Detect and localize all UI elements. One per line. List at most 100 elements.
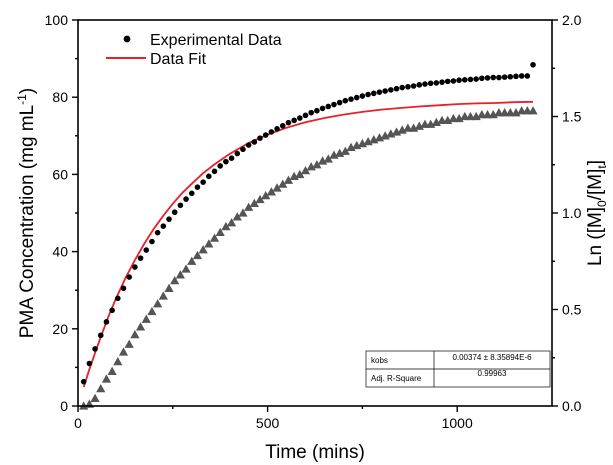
triangle-point <box>158 291 168 300</box>
experimental-point <box>154 229 161 236</box>
y-left-tick-label: 80 <box>52 89 68 105</box>
experimental-point <box>183 196 189 202</box>
experimental-point <box>319 105 326 112</box>
experimental-point <box>422 81 428 87</box>
fit-table-rsquare-label: Adj. R-Square <box>371 374 422 383</box>
experimental-point <box>257 135 263 141</box>
experimental-point <box>427 80 434 87</box>
experimental-point <box>490 74 497 81</box>
triangle-point <box>175 270 185 279</box>
experimental-point <box>120 285 127 292</box>
fit-table-rsquare-value: 0.99963 <box>478 369 507 378</box>
experimental-point <box>439 79 445 85</box>
experimental-point <box>410 83 417 89</box>
experimental-point <box>433 80 440 86</box>
experimental-point <box>211 168 218 175</box>
experimental-point <box>285 119 292 126</box>
x-axis-ticks: 0 500 1000 <box>74 406 473 431</box>
triangle-point <box>130 329 140 339</box>
experimental-point <box>126 274 132 280</box>
triangle-point <box>107 366 117 375</box>
y-left-tick-label: 60 <box>52 166 68 182</box>
triangle-point <box>153 299 163 308</box>
x-tick-label: 1000 <box>442 415 473 431</box>
experimental-point <box>262 132 269 138</box>
experimental-point <box>501 74 508 80</box>
triangle-point <box>215 227 225 236</box>
y-left-tick-label: 100 <box>45 12 69 28</box>
legend-label-fit: Data Fit <box>150 51 207 68</box>
experimental-point <box>507 73 514 80</box>
experimental-point <box>251 139 258 145</box>
experimental-point <box>160 223 167 229</box>
triangle-point <box>255 194 265 204</box>
triangle-point <box>283 175 294 184</box>
y-right-tick-label: 2.0 <box>562 12 582 28</box>
triangle-point <box>221 221 231 231</box>
experimental-point <box>450 78 457 84</box>
triangle-point <box>198 245 208 254</box>
experimental-point <box>456 77 462 84</box>
y-left-axis-title-main: PMA Concentration (mg mL <box>17 105 38 338</box>
x-tick-label: 0 <box>74 415 82 431</box>
experimental-point <box>194 184 201 190</box>
experimental-point <box>240 146 246 153</box>
experimental-point <box>336 99 343 106</box>
experimental-point <box>86 360 93 367</box>
experimental-point <box>177 202 184 209</box>
experimental-point <box>388 87 394 93</box>
experimental-point <box>325 103 332 110</box>
legend-label-experimental: Experimental Data <box>150 32 282 49</box>
experimental-point <box>97 332 104 339</box>
y-right-axis-title-a: Ln ([M] <box>585 207 606 266</box>
x-tick-label: 500 <box>256 415 280 431</box>
y-left-axis-title-close: ) <box>17 88 38 94</box>
y-left-tick-label: 0 <box>60 398 68 414</box>
y-left-tick-label: 20 <box>52 321 68 337</box>
experimental-point <box>137 255 144 261</box>
triangle-point <box>192 250 203 260</box>
experimental-point <box>297 115 303 121</box>
experimental-point <box>109 307 115 314</box>
experimental-point <box>461 77 468 83</box>
triangle-point <box>147 306 157 316</box>
experimental-point <box>268 129 275 135</box>
experimental-point <box>200 179 206 185</box>
experimental-point <box>302 112 309 119</box>
fit-table-kobs-value: 0.00374 ± 8.35894E-6 <box>452 353 532 362</box>
triangle-point <box>204 239 214 248</box>
experimental-point <box>365 91 371 98</box>
triangle-point <box>164 283 174 292</box>
triangle-point <box>244 202 254 211</box>
y-left-axis-title: PMA Concentration (mg mL-1) <box>15 88 38 338</box>
experimental-point <box>524 73 531 79</box>
experimental-point <box>399 84 406 91</box>
x-axis-title: Time (mins) <box>265 442 365 463</box>
legend-marker-experimental <box>123 35 131 43</box>
experimental-point <box>291 117 297 124</box>
experimental-point <box>496 74 502 81</box>
experimental-point <box>405 83 411 90</box>
triangle-point <box>187 256 197 265</box>
experimental-point <box>274 126 280 132</box>
experimental-point <box>314 107 320 114</box>
triangle-point <box>135 322 146 331</box>
experimental-point <box>80 378 87 385</box>
y-right-tick-label: 0.5 <box>562 302 582 318</box>
experimental-point <box>331 101 337 108</box>
experimental-point <box>206 173 212 180</box>
y-right-axis-ticks: 0.0 0.5 1.0 1.5 2.0 <box>552 12 582 414</box>
triangle-point <box>181 264 191 273</box>
experimental-point <box>188 190 195 197</box>
y-right-tick-label: 1.5 <box>562 109 582 125</box>
experimental-point <box>359 93 366 99</box>
experimental-point <box>279 122 286 129</box>
plot-content <box>79 61 538 410</box>
fit-statistics-table: kobs 0.00374 ± 8.35894E-6 Adj. R-Square … <box>365 350 551 388</box>
triangle-point <box>528 106 538 115</box>
fit-table-kobs-label: kobs <box>371 356 388 365</box>
fit-line <box>82 100 534 388</box>
y-right-axis-title-c: ] <box>585 160 606 165</box>
experimental-point <box>348 96 354 102</box>
